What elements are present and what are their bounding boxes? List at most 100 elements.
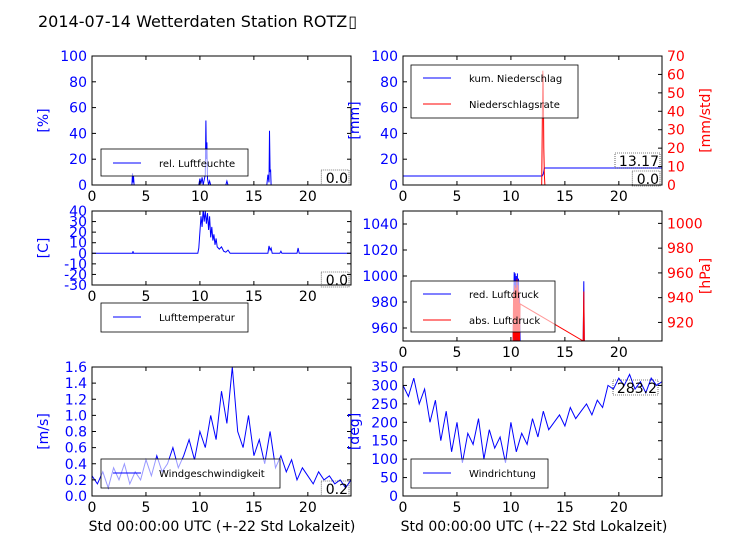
y-tick-label: 100 — [371, 452, 398, 468]
y-axis-label: [C] — [36, 238, 52, 259]
y-tick-label: 1.2 — [65, 392, 87, 408]
y-tick-label: 40 — [380, 126, 398, 142]
value-label: 0.0 — [637, 172, 659, 188]
x-tick-label: 5 — [452, 189, 461, 205]
y-tick-label: 80 — [69, 75, 87, 91]
y-tick-label: 0 — [389, 178, 398, 194]
panel-wind-direction: 0 5 10 15 20050100150200250300350[deg]Windri… — [347, 360, 663, 516]
y2-tick-label: 940 — [667, 291, 694, 307]
legend-entry: Windgeschwindigkeit — [159, 469, 265, 480]
x-tick-label: 15 — [245, 189, 263, 205]
x-tick-label: 5 — [452, 500, 461, 516]
legend: Windrichtung — [410, 458, 549, 489]
x-tick-label: 10 — [191, 289, 209, 305]
x-tick-label: 15 — [556, 345, 574, 361]
y-tick-label: -20 — [64, 267, 87, 283]
legend-entry: Niederschlagsrate — [469, 100, 560, 111]
y2-tick-label: 980 — [667, 241, 694, 257]
y2-tick-label: 1000 — [667, 216, 703, 232]
y-tick-label: 50 — [380, 471, 398, 487]
legend: Lufttemperatur — [100, 302, 249, 333]
x-tick-label: 15 — [245, 289, 263, 305]
y-tick-label: 20 — [69, 225, 87, 241]
x-tick-label: 15 — [245, 500, 263, 516]
y-tick-label: 10 — [69, 236, 87, 252]
y-tick-label: 20 — [380, 152, 398, 168]
x-tick-label: 20 — [610, 500, 628, 516]
y-axis-label: [deg] — [347, 413, 363, 450]
x-tick-label: 0 — [88, 189, 97, 205]
value-label: 0.2 — [326, 482, 348, 498]
x-tick-label: 20 — [610, 189, 628, 205]
y-tick-label: 1.0 — [65, 408, 87, 424]
value-label: 0.0 — [326, 171, 348, 187]
y-tick-label: 0 — [78, 178, 87, 194]
panel-humidity: 0 5 10 15 20 0 20 40 60 80 100 [%] rel. Luftfeuchte 0… — [36, 49, 352, 205]
figure-title: 2014-07-14 Wetterdaten Station ROTZ▯ — [38, 12, 357, 31]
x-tick-label: 0 — [399, 189, 408, 205]
legend-entry: rel. Luftfeuchte — [159, 159, 235, 170]
x-tick-label: 5 — [141, 500, 150, 516]
y2-tick-label: 70 — [667, 49, 685, 65]
panel-temperature: 0 5 10 15 20-30-20-10010203040[C]Lufttempera… — [36, 204, 352, 333]
y2-axis-label: [hPa] — [698, 258, 714, 294]
y2-tick-label: 920 — [667, 315, 694, 331]
y-tick-label: 300 — [371, 378, 398, 394]
y-axis-label: [mm] — [347, 101, 363, 139]
series-line-wind-direction-0 — [403, 373, 662, 463]
legend: kum. Niederschlag Niederschlagsrate — [410, 64, 579, 119]
y-tick-label: 20 — [69, 152, 87, 168]
value-box — [631, 170, 661, 187]
legend-entry: kum. Niederschlag — [469, 74, 562, 85]
y-tick-label: 1.6 — [65, 360, 87, 376]
y-tick-label: 200 — [371, 415, 398, 431]
y-tick-label: 350 — [371, 360, 398, 376]
y-tick-label: 1000 — [362, 269, 398, 285]
plot-frame — [402, 55, 663, 186]
legend: red. Luftdruck abs. Luftdruck — [410, 280, 556, 333]
legend-entry: Lufttemperatur — [159, 313, 236, 324]
y2-tick-label: 960 — [667, 266, 694, 282]
x-tick-label: 5 — [452, 345, 461, 361]
panel-precipitation: 0 5 10 15 20 0 20 40 60 80 100 0 10 20 30 40 50 60 70 [mm] [… — [347, 49, 714, 205]
y2-tick-label: 60 — [667, 67, 685, 83]
y-tick-label: -10 — [64, 257, 87, 273]
x-axis-label-right: Std 00:00:00 UTC (+-22 Std Lokalzeit) — [401, 519, 668, 535]
x-tick-label: 0 — [88, 500, 97, 516]
legend-entry: Windrichtung — [469, 469, 536, 480]
y-tick-label: 30 — [69, 215, 87, 231]
value-label: 0.0 — [326, 273, 348, 289]
y2-tick-label: 30 — [667, 123, 685, 139]
panel-wind-speed: 0 5 10 15 200.00.20.40.60.81.01.21.41.6[m/s]… — [36, 360, 352, 516]
y-tick-label: 960 — [371, 321, 398, 337]
x-axis-label-left: Std 00:00:00 UTC (+-22 Std Lokalzeit) — [89, 519, 356, 535]
x-tick-label: 10 — [502, 500, 520, 516]
y-tick-label: 0.6 — [65, 441, 87, 457]
plot-frame — [402, 366, 663, 497]
y-tick-label: 1040 — [362, 217, 398, 233]
x-tick-label: 5 — [141, 289, 150, 305]
y2-tick-label: 20 — [667, 141, 685, 157]
y2-tick-label: 0 — [667, 178, 676, 194]
y-tick-label: 40 — [69, 204, 87, 220]
x-tick-label: 10 — [502, 345, 520, 361]
value-box — [614, 152, 661, 169]
y-tick-label: -30 — [64, 278, 87, 294]
y-axis-label: [%] — [36, 108, 52, 132]
x-tick-label: 20 — [299, 289, 317, 305]
x-tick-label: 0 — [399, 500, 408, 516]
legend: Windgeschwindigkeit — [100, 458, 281, 489]
x-tick-label: 20 — [299, 500, 317, 516]
y-axis-label: [m/s] — [36, 413, 52, 450]
x-tick-label: 20 — [610, 345, 628, 361]
legend-box — [410, 280, 556, 333]
y-tick-label: 980 — [371, 295, 398, 311]
y2-tick-label: 40 — [667, 104, 685, 120]
y2-tick-label: 50 — [667, 86, 685, 102]
y-tick-label: 0.2 — [65, 473, 87, 489]
value-box — [320, 480, 350, 497]
legend: rel. Luftfeuchte — [100, 148, 249, 177]
y-tick-label: 0 — [78, 246, 87, 262]
x-tick-label: 15 — [556, 189, 574, 205]
